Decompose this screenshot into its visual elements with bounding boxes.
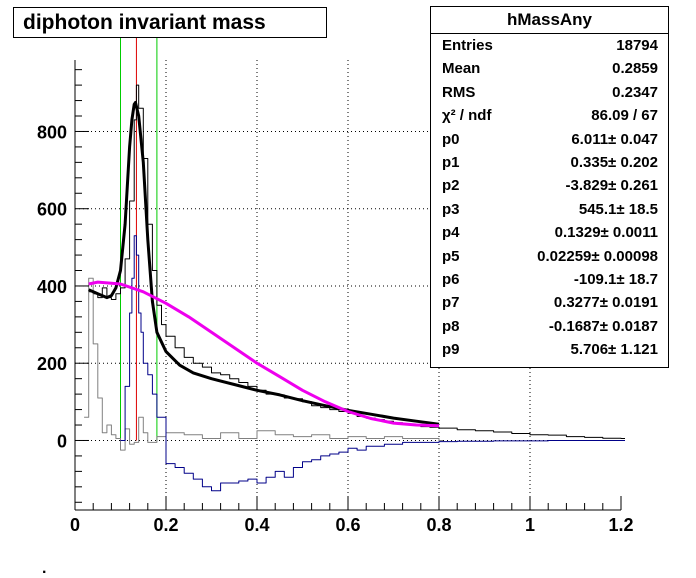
stat-value: -3.829± 0.261 (565, 177, 658, 195)
plot-title: diphoton invariant mass (13, 7, 327, 38)
x-tick-label: 0.4 (244, 515, 269, 535)
stats-title: hMassAny (431, 7, 668, 34)
stat-key: Mean (442, 60, 481, 78)
x-tick-label: 1 (525, 515, 535, 535)
y-tick-label: 600 (37, 200, 67, 220)
stat-row: p9 5.706± 1.121 (431, 338, 668, 361)
stat-row: p7 0.3277± 0.0191 (431, 291, 668, 314)
stat-value: 0.1329± 0.0011 (554, 224, 658, 242)
series-2-line (120, 235, 625, 492)
stat-row: χ² / ndf 86.09 / 67 (431, 104, 668, 127)
stat-key: p4 (442, 224, 460, 242)
stat-key: p9 (442, 341, 460, 359)
stat-row: p3 545.1± 18.5 (431, 198, 668, 221)
y-tick-label: 400 (37, 277, 67, 297)
stat-row: p8 -0.1687± 0.0187 (431, 315, 668, 338)
stat-row: p1 0.335± 0.202 (431, 151, 668, 174)
stat-key: p8 (442, 317, 460, 335)
stat-key: p0 (442, 130, 460, 148)
stat-key: p2 (442, 177, 460, 195)
stat-value: 545.1± 18.5 (578, 200, 658, 218)
x-tick-label: 0 (70, 515, 80, 535)
x-tick-label: 1.2 (608, 515, 633, 535)
stat-row: p0 6.011± 0.047 (431, 128, 668, 151)
stat-value: 5.706± 1.121 (570, 341, 658, 359)
stat-value: 86.09 / 67 (591, 107, 658, 125)
stat-value: 0.2347 (612, 83, 658, 101)
axes: 0 0.2 0.4 0.6 0.8 1 1.2 0 200 400 600 800 (37, 60, 634, 535)
stat-key: p3 (442, 200, 460, 218)
stat-key: p1 (442, 153, 460, 171)
x-tick-label: 0.6 (335, 515, 360, 535)
stat-value: -0.1687± 0.0187 (548, 317, 658, 335)
stat-value: -109.1± 18.7 (573, 270, 658, 288)
stat-value: 0.3277± 0.0191 (553, 294, 658, 312)
stat-row: p2 -3.829± 0.261 (431, 174, 668, 197)
y-tick-label: 0 (57, 431, 67, 451)
series-3-line (88, 101, 440, 426)
stat-row: Mean 0.2859 (431, 57, 668, 80)
x-tick-label: 0.2 (153, 515, 178, 535)
stat-key: RMS (442, 83, 476, 101)
stat-value: 6.011± 0.047 (571, 130, 658, 148)
corner-dot: . (42, 560, 47, 577)
stat-key: p5 (442, 247, 460, 265)
series-layer (84, 84, 625, 492)
stat-row: p6 -109.1± 18.7 (431, 268, 668, 291)
stat-row: p5 0.02259± 0.00098 (431, 245, 668, 268)
y-tick-label: 200 (37, 354, 67, 374)
stat-row: p4 0.1329± 0.0011 (431, 221, 668, 244)
stats-box: hMassAny Entries 18794 Mean 0.2859 RMS 0.2347… (430, 6, 669, 368)
stat-row: RMS 0.2347 (431, 81, 668, 104)
stat-value: 0.335± 0.202 (570, 153, 658, 171)
stat-key: p6 (442, 270, 460, 288)
stat-row: Entries 18794 (431, 34, 668, 57)
series-1-line (84, 277, 443, 451)
stat-key: p7 (442, 294, 460, 312)
stat-value: 0.02259± 0.00098 (537, 247, 658, 265)
stat-value: 0.2859 (612, 60, 658, 78)
x-tick-label: 0.8 (426, 515, 451, 535)
series-4-line (88, 280, 440, 428)
y-tick-label: 800 (37, 122, 67, 142)
stat-value: 18794 (616, 37, 658, 54)
stat-key: Entries (442, 37, 493, 54)
stats-rows: Entries 18794 Mean 0.2859 RMS 0.2347 χ² / ndf 8… (431, 34, 668, 361)
stat-key: χ² / ndf (442, 107, 492, 125)
